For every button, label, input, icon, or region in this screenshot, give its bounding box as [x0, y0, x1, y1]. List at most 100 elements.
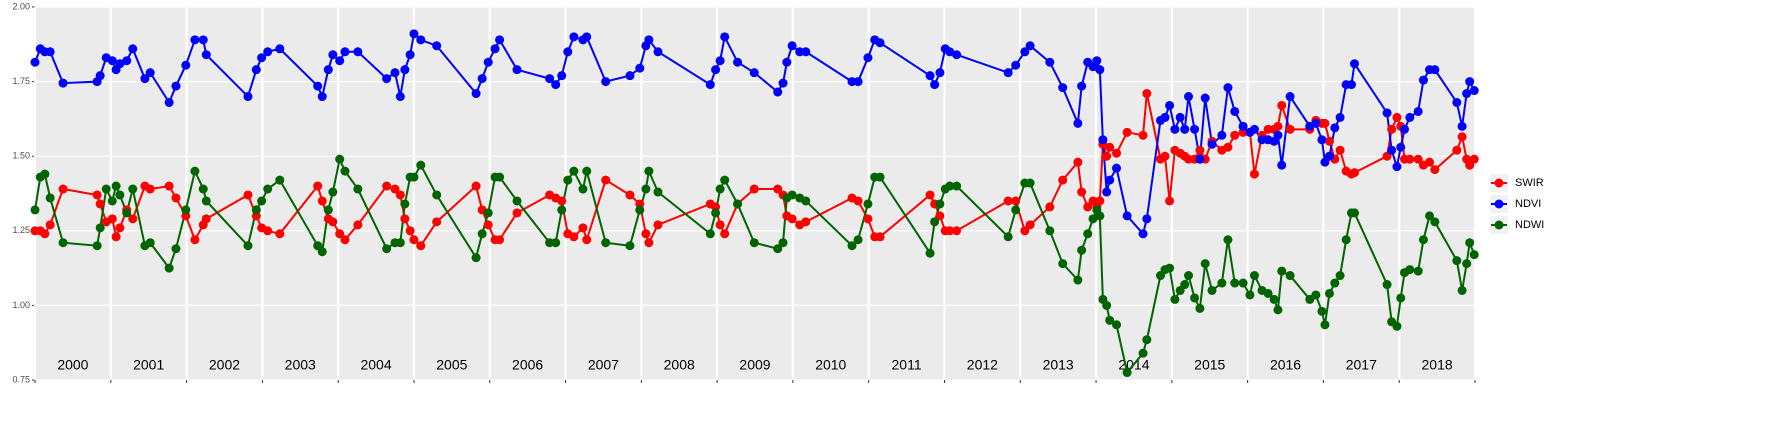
point	[1387, 124, 1397, 134]
point	[1077, 245, 1087, 255]
point	[128, 44, 138, 54]
point	[512, 208, 522, 218]
point	[483, 220, 493, 230]
point	[733, 199, 743, 209]
point	[705, 80, 715, 90]
point	[45, 193, 55, 203]
y-tick-label: 0.75	[12, 374, 30, 384]
point	[1217, 130, 1227, 140]
point	[773, 244, 783, 254]
point	[1413, 266, 1423, 276]
point	[1102, 300, 1112, 310]
point	[1095, 65, 1105, 75]
point	[263, 184, 273, 194]
point	[275, 229, 285, 239]
y-tick-label: 1.75	[12, 76, 30, 86]
point	[1413, 106, 1423, 116]
point	[107, 214, 117, 224]
point	[1165, 263, 1175, 273]
point	[545, 74, 555, 84]
point	[601, 175, 611, 185]
point	[1349, 168, 1359, 178]
point	[122, 56, 132, 66]
point	[1170, 294, 1180, 304]
point	[313, 81, 323, 91]
point	[1190, 293, 1200, 303]
point	[787, 214, 797, 224]
point	[875, 38, 885, 48]
point	[625, 241, 635, 251]
point	[1092, 56, 1102, 66]
point	[164, 181, 174, 191]
point	[335, 56, 345, 66]
point	[1122, 211, 1132, 221]
point	[1170, 124, 1180, 134]
point	[853, 235, 863, 245]
point	[1311, 290, 1321, 300]
point	[263, 226, 273, 236]
point	[1382, 280, 1392, 290]
year-label: 2010	[815, 357, 846, 373]
point	[625, 190, 635, 200]
point	[1180, 280, 1190, 290]
point	[1317, 306, 1327, 316]
point	[557, 71, 567, 81]
point	[1400, 124, 1410, 134]
point	[145, 68, 155, 78]
point	[1195, 154, 1205, 164]
point	[328, 187, 338, 197]
point	[787, 41, 797, 51]
point	[601, 77, 611, 87]
legend-dot	[1494, 199, 1504, 209]
point	[1217, 278, 1227, 288]
year-label: 2008	[664, 357, 695, 373]
point	[1184, 271, 1194, 281]
point	[705, 229, 715, 239]
year-label: 2004	[360, 357, 391, 373]
point	[569, 166, 579, 176]
point	[471, 89, 481, 99]
point	[720, 32, 730, 42]
point	[1335, 112, 1345, 122]
point	[720, 175, 730, 185]
point	[1396, 142, 1406, 152]
point	[251, 205, 261, 215]
point	[749, 184, 759, 194]
point	[477, 74, 487, 84]
legend-label: NDVI	[1515, 198, 1541, 210]
point	[1058, 83, 1068, 93]
point	[95, 199, 105, 209]
point	[1045, 226, 1055, 236]
point	[715, 56, 725, 66]
point	[1195, 145, 1205, 155]
point	[201, 214, 211, 224]
point	[382, 244, 392, 254]
point	[1285, 271, 1295, 281]
point	[1020, 226, 1030, 236]
point	[801, 196, 811, 206]
point	[201, 50, 211, 60]
point	[935, 211, 945, 221]
point	[243, 92, 253, 102]
point	[1105, 142, 1115, 152]
point	[416, 241, 426, 251]
point	[1249, 169, 1259, 179]
point	[353, 184, 363, 194]
point	[400, 199, 410, 209]
point	[1413, 154, 1423, 164]
point	[1112, 163, 1122, 173]
year-label: 2015	[1194, 357, 1225, 373]
point	[563, 175, 573, 185]
point	[557, 196, 567, 206]
point	[1238, 121, 1248, 131]
point	[317, 92, 327, 102]
point	[1165, 196, 1175, 206]
point	[395, 238, 405, 248]
point	[1102, 151, 1112, 161]
point	[1142, 89, 1152, 99]
point	[1223, 235, 1233, 245]
point	[1249, 271, 1259, 281]
point	[1277, 266, 1287, 276]
point	[1452, 256, 1462, 266]
point	[257, 53, 267, 63]
